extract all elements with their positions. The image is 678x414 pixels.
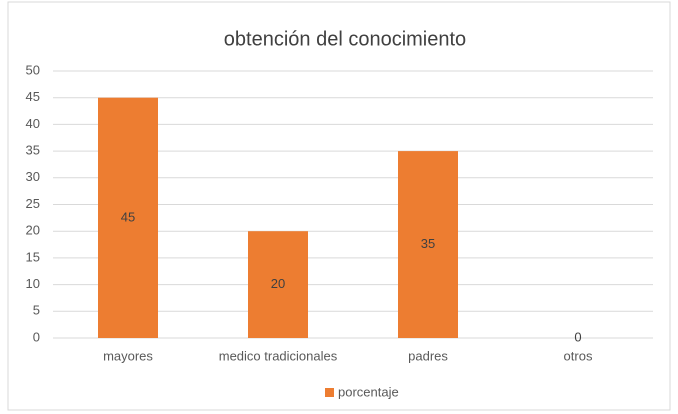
legend-swatch: [325, 388, 334, 397]
y-tick-label: 15: [26, 249, 40, 264]
y-tick-label: 30: [26, 169, 40, 184]
legend-label: porcentaje: [338, 384, 399, 399]
y-tick-label: 45: [26, 89, 40, 104]
y-tick-label: 35: [26, 143, 40, 158]
x-tick-label: mayores: [103, 348, 153, 363]
y-tick-label: 50: [26, 62, 40, 77]
x-tick-label: medico tradicionales: [219, 348, 338, 363]
data-label: 45: [121, 209, 135, 224]
bar: [398, 151, 458, 338]
y-tick-label: 40: [26, 116, 40, 131]
bar: [98, 97, 158, 338]
x-tick-label: otros: [564, 348, 593, 363]
data-label: 35: [421, 236, 435, 251]
x-tick-label: padres: [408, 348, 448, 363]
data-label: 0: [574, 329, 581, 344]
chart-title: obtención del conocimiento: [224, 28, 466, 50]
y-tick-label: 0: [33, 329, 40, 344]
y-tick-label: 25: [26, 196, 40, 211]
y-tick-label: 5: [33, 303, 40, 318]
y-tick-label: 10: [26, 276, 40, 291]
bar: [248, 231, 308, 338]
data-label: 20: [271, 276, 285, 291]
y-tick-label: 20: [26, 223, 40, 238]
